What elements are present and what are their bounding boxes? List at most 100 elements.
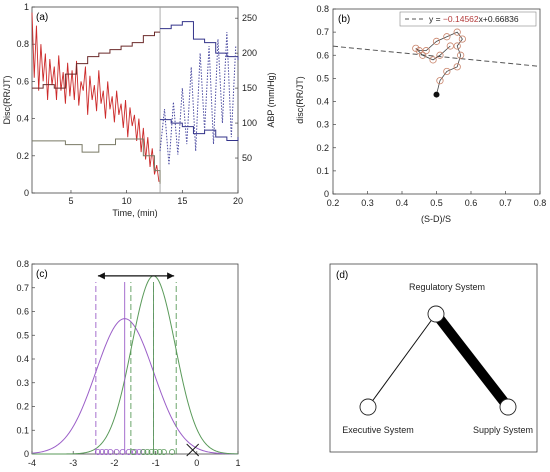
data-point	[432, 37, 441, 45]
y2-tick-label: 150	[242, 83, 257, 93]
x-tick-label: 0.8	[534, 198, 547, 208]
panel-b-label: (b)	[338, 14, 350, 25]
fit-line	[332, 45, 541, 67]
data-point	[446, 42, 454, 50]
purple-sample-marker	[99, 448, 106, 455]
x-tick-label: 0.2	[327, 198, 340, 208]
node-regulatory	[427, 305, 445, 323]
node-executive	[359, 398, 377, 416]
y-tick-label: 0	[24, 188, 29, 198]
y-tick-label: 0.6	[316, 50, 329, 60]
y-tick-label: 0.8	[16, 39, 29, 49]
y2-tick-label: 50	[242, 153, 252, 163]
x-tick-label: -3	[69, 458, 77, 468]
y-tick-label: 0.7	[16, 283, 29, 293]
arrow-head-left	[97, 272, 105, 280]
series-disc-grey-step	[32, 138, 161, 184]
y-tick-label: 0.2	[16, 402, 29, 412]
y-tick-label: 0.5	[16, 330, 29, 340]
panel-d-frame	[329, 263, 538, 453]
legend-prefix: y =	[429, 14, 443, 24]
series-abp-blue-lower-step	[160, 119, 239, 142]
x-tick-label: 1	[235, 458, 240, 468]
panel-b: (b) (S-D)/S disc(RR/JT) 0.2 0.3 0.4 0.5 0.6 0…	[295, 4, 546, 224]
purple-sample-marker	[125, 448, 132, 455]
panel-b-legend: y = −0.14562x+0.66836	[399, 11, 537, 27]
series-disc-red	[31, 12, 160, 182]
y-tick-label: 0.1	[316, 166, 329, 176]
arrow-head-right	[167, 272, 175, 280]
green-sample-marker	[144, 448, 151, 455]
series-green-gaussian	[32, 275, 239, 455]
green-sample-marker	[160, 448, 167, 455]
data-point	[453, 63, 461, 71]
purple-sample-marker	[131, 448, 138, 455]
node-supply	[499, 398, 517, 416]
panel-c-frame	[31, 263, 239, 455]
legend-entry: y = −0.14562x+0.66836	[429, 14, 519, 24]
panel-d: (d) Regulatory System Executive System S…	[329, 263, 538, 453]
series-abp-dotted	[159, 32, 237, 166]
green-sample-marker	[148, 448, 155, 455]
data-point	[412, 44, 420, 52]
green-sample-marker	[152, 448, 159, 455]
green-sample-marker	[156, 448, 163, 455]
panel-c-label: (c)	[36, 269, 48, 280]
panel-b-ylabel: disc(RR/JT)	[295, 76, 305, 124]
x-tick-label: 0.6	[465, 198, 478, 208]
panel-b-xlabel: (S-D)/S	[421, 214, 451, 224]
purple-sample-marker	[107, 448, 114, 455]
green-sample-marker	[140, 448, 147, 455]
x-tick-label: 0.5	[430, 198, 443, 208]
x-tick-label: -2	[110, 458, 118, 468]
data-point	[422, 47, 430, 55]
panel-a-xlabel: Time, (min)	[112, 208, 157, 218]
edge-regulatory-supply	[432, 310, 512, 411]
x-tick-label: 15	[177, 196, 187, 206]
y-tick-label: 0.6	[16, 76, 29, 86]
data-point	[429, 56, 437, 64]
node-supply-label: Supply System	[473, 425, 533, 435]
purple-sample-marker	[94, 448, 101, 455]
data-point	[419, 51, 427, 59]
legend-box	[399, 11, 537, 27]
data-point	[457, 51, 465, 59]
purple-sample-marker	[136, 448, 143, 455]
data-point	[436, 51, 444, 59]
purple-sample-marker	[119, 448, 126, 455]
x-tick-label: 5	[68, 196, 73, 206]
y-tick-label: 0.6	[16, 307, 29, 317]
green-sample-marker	[169, 448, 176, 455]
series-abp-dark-red-step	[32, 31, 161, 89]
y-tick-label: 0.3	[316, 120, 329, 130]
x-tick-label: 20	[233, 196, 243, 206]
start-point	[433, 91, 440, 98]
y2-tick-label: 200	[242, 48, 257, 58]
panel-a-label: (a)	[36, 12, 48, 23]
data-point	[458, 35, 466, 43]
x-tick-label: 0.4	[396, 198, 409, 208]
y-tick-label: 0.2	[16, 151, 29, 161]
x-tick-label: 0.7	[499, 198, 512, 208]
y-tick-label: 0	[324, 189, 329, 199]
panel-a-frame	[31, 6, 239, 194]
series-abp-blue-step	[160, 21, 239, 61]
legend-coef: −0.14562	[443, 14, 479, 24]
y2-tick-label: 250	[242, 13, 257, 23]
x-tick-label: 0.3	[361, 198, 374, 208]
y-tick-label: 0.8	[16, 259, 29, 269]
x-tick-label: 10	[122, 196, 132, 206]
cross-marker-b	[186, 443, 199, 457]
trajectory-line	[415, 31, 463, 95]
panel-d-label: (d)	[336, 270, 348, 281]
panel-a: (a) Time, (min) Disc(RR/JT) ABP (mm/Hg) …	[2, 2, 276, 218]
y2-tick-label: 100	[242, 118, 257, 128]
y-tick-label: 1	[24, 2, 29, 12]
green-sample-marker	[129, 448, 136, 455]
data-point	[453, 42, 461, 50]
y-tick-label: 0.7	[316, 27, 329, 37]
y-tick-label: 0.4	[316, 97, 329, 107]
node-regulatory-label: Regulatory System	[409, 282, 485, 292]
purple-sample-marker	[113, 448, 120, 455]
panel-b-frame	[332, 8, 541, 195]
